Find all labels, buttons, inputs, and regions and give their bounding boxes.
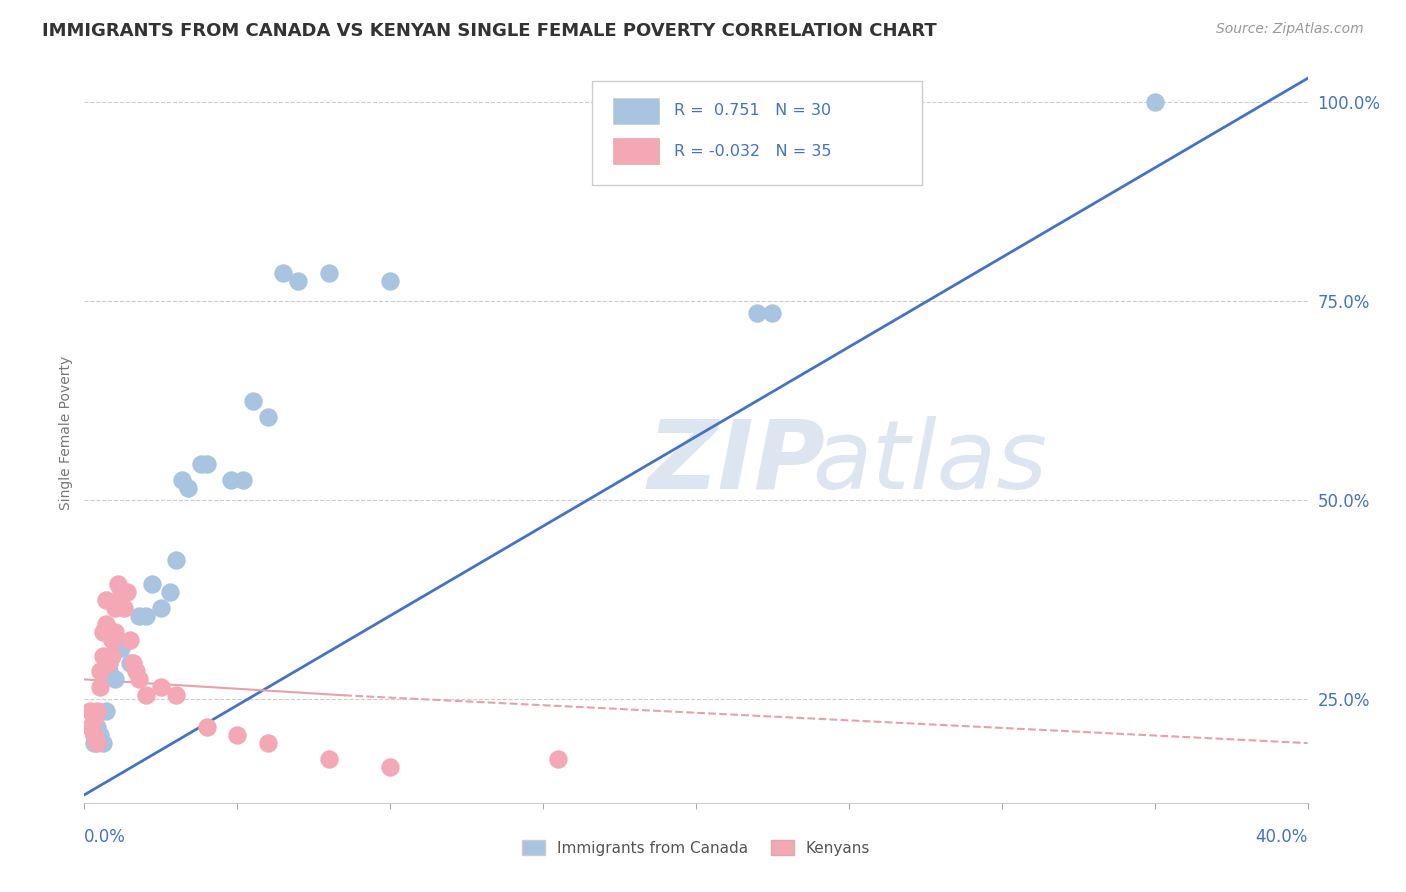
- Point: [91, 736, 114, 750]
- Point: [104, 673, 127, 687]
- Point: [122, 657, 145, 671]
- Point: [120, 632, 142, 647]
- Point: [94, 616, 117, 631]
- Point: [172, 474, 194, 488]
- Text: R = -0.032   N = 35: R = -0.032 N = 35: [673, 144, 831, 159]
- Point: [165, 553, 187, 567]
- Y-axis label: Single Female Poverty: Single Female Poverty: [59, 356, 73, 509]
- Point: [110, 584, 132, 599]
- Point: [91, 648, 114, 663]
- Point: [149, 681, 172, 695]
- Point: [97, 648, 120, 663]
- Point: [318, 267, 340, 281]
- Point: [165, 689, 187, 703]
- Point: [190, 458, 212, 472]
- Point: [101, 632, 124, 647]
- Point: [128, 673, 150, 687]
- Text: Source: ZipAtlas.com: Source: ZipAtlas.com: [1216, 22, 1364, 37]
- Point: [761, 306, 783, 320]
- Point: [318, 752, 340, 766]
- Point: [287, 274, 309, 288]
- Point: [159, 584, 181, 599]
- Point: [79, 704, 101, 718]
- Point: [115, 584, 138, 599]
- Point: [97, 665, 120, 679]
- Point: [94, 592, 117, 607]
- Point: [101, 648, 124, 663]
- Point: [120, 657, 142, 671]
- Point: [257, 409, 280, 424]
- Text: IMMIGRANTS FROM CANADA VS KENYAN SINGLE FEMALE POVERTY CORRELATION CHART: IMMIGRANTS FROM CANADA VS KENYAN SINGLE …: [42, 22, 936, 40]
- Point: [128, 608, 150, 623]
- Point: [83, 712, 105, 726]
- Point: [177, 481, 200, 495]
- Text: R =  0.751   N = 30: R = 0.751 N = 30: [673, 103, 831, 118]
- Point: [104, 600, 127, 615]
- Text: ZIP: ZIP: [647, 416, 825, 508]
- Point: [135, 608, 157, 623]
- Point: [89, 681, 111, 695]
- Point: [79, 720, 101, 734]
- Point: [91, 624, 114, 639]
- Point: [89, 728, 111, 742]
- Text: 0.0%: 0.0%: [84, 828, 127, 846]
- Text: atlas: atlas: [813, 416, 1047, 508]
- Point: [83, 728, 105, 742]
- Point: [110, 640, 132, 655]
- FancyBboxPatch shape: [592, 81, 922, 185]
- Point: [135, 689, 157, 703]
- Point: [747, 306, 769, 320]
- Point: [104, 624, 127, 639]
- FancyBboxPatch shape: [613, 138, 659, 164]
- Point: [97, 657, 120, 671]
- Point: [219, 474, 242, 488]
- Point: [195, 720, 218, 734]
- Point: [86, 720, 108, 734]
- Point: [86, 704, 108, 718]
- Legend: Immigrants from Canada, Kenyans: Immigrants from Canada, Kenyans: [516, 834, 876, 862]
- Point: [257, 736, 280, 750]
- Point: [195, 458, 218, 472]
- Point: [89, 665, 111, 679]
- Point: [112, 600, 135, 615]
- Point: [226, 728, 249, 742]
- Point: [107, 577, 129, 591]
- Point: [1143, 95, 1166, 110]
- Point: [149, 600, 172, 615]
- Text: 40.0%: 40.0%: [1256, 828, 1308, 846]
- Point: [242, 393, 264, 408]
- Point: [380, 760, 402, 774]
- Point: [86, 736, 108, 750]
- Point: [271, 267, 294, 281]
- FancyBboxPatch shape: [613, 97, 659, 123]
- Point: [94, 704, 117, 718]
- Point: [141, 577, 163, 591]
- Point: [380, 274, 402, 288]
- Point: [125, 665, 148, 679]
- Point: [232, 474, 254, 488]
- Point: [83, 736, 105, 750]
- Point: [547, 752, 569, 766]
